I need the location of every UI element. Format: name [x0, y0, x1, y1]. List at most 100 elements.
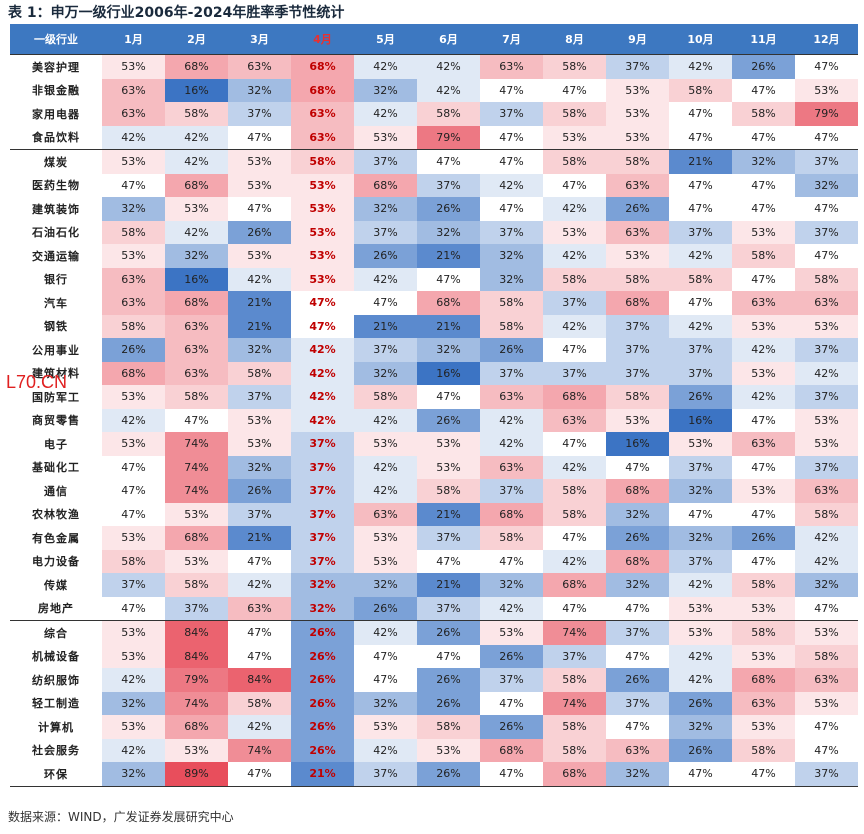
win-rate-cell: 53%	[291, 267, 354, 291]
win-rate-cell: 42%	[417, 78, 480, 102]
win-rate-cell: 37%	[480, 479, 543, 503]
win-rate-cell: 53%	[228, 149, 291, 174]
win-rate-cell: 47%	[732, 78, 795, 102]
win-rate-cell: 63%	[291, 102, 354, 126]
win-rate-cell: 47%	[543, 78, 606, 102]
win-rate-cell: 53%	[732, 361, 795, 385]
win-rate-cell: 42%	[165, 125, 228, 150]
win-rate-cell: 68%	[102, 361, 165, 385]
win-rate-cell: 42%	[543, 549, 606, 573]
win-rate-cell: 47%	[228, 644, 291, 668]
win-rate-cell: 68%	[480, 502, 543, 526]
win-rate-cell: 58%	[417, 715, 480, 739]
win-rate-cell: 42%	[102, 125, 165, 150]
win-rate-cell: 89%	[165, 762, 228, 787]
win-rate-cell: 32%	[102, 762, 165, 787]
table-title: 表 1：申万一级行业2006年-2024年胜率季节性统计	[8, 5, 345, 21]
win-rate-cell: 47%	[543, 526, 606, 550]
win-rate-cell: 42%	[354, 54, 417, 79]
win-rate-cell: 26%	[291, 668, 354, 692]
win-rate-cell: 47%	[228, 125, 291, 150]
win-rate-cell: 58%	[795, 267, 858, 291]
win-rate-cell: 21%	[417, 502, 480, 526]
win-rate-cell: 53%	[669, 432, 732, 456]
win-rate-cell: 58%	[165, 573, 228, 597]
win-rate-cell: 21%	[228, 526, 291, 550]
win-rate-cell: 47%	[732, 125, 795, 150]
table-row: 食品饮料 42% 42% 47% 63% 53% 79% 47% 53% 53% 47% 47% 47%	[10, 125, 858, 150]
industry-name: 基础化工	[10, 455, 102, 479]
win-rate-cell: 42%	[354, 455, 417, 479]
industry-name: 房地产	[10, 596, 102, 621]
win-rate-cell: 63%	[543, 408, 606, 432]
win-rate-cell: 42%	[480, 173, 543, 197]
win-rate-cell: 47%	[543, 338, 606, 362]
win-rate-cell: 47%	[354, 644, 417, 668]
win-rate-cell: 53%	[795, 78, 858, 102]
win-rate-cell: 42%	[228, 715, 291, 739]
header-month: 9月	[606, 24, 669, 55]
win-rate-cell: 37%	[795, 149, 858, 174]
win-rate-cell: 32%	[480, 267, 543, 291]
win-rate-cell: 37%	[543, 644, 606, 668]
win-rate-cell: 53%	[291, 244, 354, 268]
win-rate-cell: 74%	[165, 455, 228, 479]
win-rate-cell: 68%	[165, 173, 228, 197]
win-rate-cell: 37%	[354, 149, 417, 174]
win-rate-cell: 37%	[480, 220, 543, 244]
win-rate-cell: 37%	[228, 385, 291, 409]
win-rate-cell: 53%	[669, 620, 732, 645]
win-rate-cell: 47%	[228, 620, 291, 645]
win-rate-cell: 53%	[543, 125, 606, 150]
win-rate-cell: 32%	[480, 573, 543, 597]
win-rate-cell: 32%	[354, 691, 417, 715]
win-rate-cell: 26%	[354, 596, 417, 621]
win-rate-cell: 53%	[291, 220, 354, 244]
win-rate-cell: 21%	[228, 291, 291, 315]
win-rate-cell: 74%	[165, 479, 228, 503]
win-rate-cell: 53%	[480, 620, 543, 645]
win-rate-cell: 42%	[795, 361, 858, 385]
win-rate-cell: 26%	[669, 691, 732, 715]
win-rate-cell: 47%	[102, 173, 165, 197]
win-rate-cell: 26%	[417, 762, 480, 787]
win-rate-cell: 47%	[480, 78, 543, 102]
win-rate-cell: 21%	[291, 762, 354, 787]
win-rate-cell: 47%	[732, 549, 795, 573]
win-rate-cell: 32%	[606, 573, 669, 597]
win-rate-cell: 26%	[291, 738, 354, 762]
win-rate-cell: 47%	[669, 125, 732, 150]
win-rate-cell: 53%	[417, 738, 480, 762]
win-rate-cell: 53%	[732, 220, 795, 244]
win-rate-cell: 68%	[165, 715, 228, 739]
header-month: 10月	[669, 24, 732, 55]
win-rate-cell: 53%	[102, 432, 165, 456]
win-rate-cell: 37%	[228, 102, 291, 126]
win-rate-cell: 37%	[795, 455, 858, 479]
win-rate-cell: 42%	[228, 267, 291, 291]
win-rate-cell: 42%	[669, 244, 732, 268]
win-rate-cell: 58%	[165, 385, 228, 409]
win-rate-cell: 21%	[417, 573, 480, 597]
win-rate-cell: 63%	[606, 173, 669, 197]
win-rate-cell: 42%	[732, 338, 795, 362]
win-rate-cell: 53%	[732, 479, 795, 503]
table-body: 美容护理 53% 68% 63% 68% 42% 42% 63% 58% 37% 42% 26% 47%…	[10, 54, 858, 787]
industry-name: 纺织服饰	[10, 668, 102, 692]
industry-name: 家用电器	[10, 102, 102, 126]
industry-name: 有色金属	[10, 526, 102, 550]
win-rate-cell: 47%	[228, 197, 291, 221]
win-rate-cell: 68%	[606, 549, 669, 573]
industry-name: 银行	[10, 267, 102, 291]
header-month: 6月	[417, 24, 480, 55]
win-rate-cell: 53%	[795, 314, 858, 338]
win-rate-cell: 26%	[417, 408, 480, 432]
win-rate-cell: 58%	[417, 479, 480, 503]
win-rate-cell: 58%	[543, 54, 606, 79]
win-rate-cell: 47%	[228, 549, 291, 573]
win-rate-cell: 37%	[291, 526, 354, 550]
win-rate-cell: 32%	[102, 691, 165, 715]
industry-name: 传媒	[10, 573, 102, 597]
win-rate-cell: 47%	[669, 173, 732, 197]
win-rate-cell: 58%	[795, 502, 858, 526]
